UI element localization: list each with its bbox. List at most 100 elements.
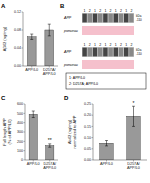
x-tick-label: APP/L0	[27, 162, 40, 166]
error-bar	[48, 144, 51, 147]
band	[108, 14, 112, 23]
lane-label: 1	[84, 9, 86, 13]
y-tick	[24, 150, 26, 151]
error-cap	[32, 117, 35, 118]
y-tick	[24, 113, 26, 114]
y-tick	[92, 148, 94, 149]
ponceau-label: ponceau	[63, 29, 78, 33]
bar	[46, 146, 54, 160]
x-axis-line	[25, 160, 58, 161]
y-tick-label: 0.15	[84, 125, 91, 129]
error-cap	[132, 106, 135, 107]
band	[124, 14, 128, 23]
legend-entry: 1: APP/L0	[69, 76, 85, 80]
x-tick-label: APP/L0	[25, 68, 38, 72]
error-line	[106, 141, 107, 146]
legend-box	[66, 73, 146, 89]
y-tick	[92, 137, 94, 138]
blot-section: 1212121212APPkDa-110ponceau	[63, 43, 142, 69]
error-line	[33, 111, 34, 118]
y-tick-label: 0.25	[84, 102, 91, 106]
lane-label: 1	[104, 43, 106, 47]
band	[93, 14, 97, 23]
y-axis-label: Full length APP(% of APP/L0)	[2, 118, 12, 146]
y-tick-label: 300	[17, 130, 23, 134]
lane-label: 2	[110, 9, 112, 13]
error-bar	[32, 111, 35, 118]
band	[124, 48, 128, 57]
band	[82, 48, 86, 57]
error-cap	[48, 147, 51, 148]
significance: **	[48, 137, 52, 143]
y-tick	[92, 160, 94, 161]
y-tick	[92, 126, 94, 127]
band	[103, 14, 107, 23]
lane-label: 1	[125, 43, 127, 47]
band	[108, 48, 112, 57]
text-line: APP/L0	[43, 72, 56, 76]
y-tick	[24, 160, 26, 161]
lane-label: 1	[94, 43, 96, 47]
error-bar	[132, 106, 135, 126]
y-tick	[24, 122, 26, 123]
lane-label: 1	[125, 9, 127, 13]
page: Figure html, body { margin: 0; padding: …	[0, 0, 150, 183]
y-tick-label: 600	[17, 102, 23, 106]
error-bar	[30, 34, 33, 39]
band	[103, 48, 107, 57]
legend: 1: APP/L0 2: D257A; APP/L0	[66, 73, 146, 89]
y-tick-label: 0.00	[84, 158, 91, 162]
text-line: -110	[136, 18, 142, 22]
y-tick-label: 0.00	[14, 64, 21, 68]
band	[93, 48, 97, 57]
blot-panel: B1212121212APPkDa-110ponceau1212121212AP…	[60, 3, 146, 89]
y-tick	[22, 30, 24, 31]
error-cap	[30, 39, 33, 40]
error-line	[133, 106, 134, 126]
ponceau-strip	[82, 60, 134, 69]
plot-area	[29, 111, 54, 160]
significance: *	[133, 100, 135, 106]
kda-label: kDa-110	[136, 48, 142, 55]
plot-area	[27, 24, 53, 66]
legend-entry: 2: D257A; APP/L0	[69, 82, 98, 86]
panel: A0.000.040.080.12APP/L0D257A/APP/L0Aβ42 …	[1, 3, 58, 76]
y-tick-label: 500	[17, 112, 23, 116]
text-line: APP/L0	[127, 166, 140, 170]
y-tick-label: 0.08	[14, 28, 21, 32]
lane-label: 2	[99, 43, 101, 47]
lane-label: 2	[130, 9, 132, 13]
bar	[27, 37, 36, 66]
y-axis-line	[93, 104, 94, 160]
band	[114, 48, 118, 57]
panel-label: B	[60, 3, 65, 9]
error-cap	[105, 145, 108, 146]
band-label: APP	[63, 50, 72, 54]
band	[119, 14, 123, 23]
y-axis-line	[25, 104, 26, 160]
band	[82, 14, 86, 23]
lane-label: 2	[130, 43, 132, 47]
band	[98, 14, 102, 23]
y-tick	[22, 12, 24, 13]
y-tick-label: 0.10	[84, 136, 91, 140]
bar	[100, 143, 114, 160]
figure: A0.000.040.080.12APP/L0D257A/APP/L0Aβ42 …	[0, 0, 150, 183]
y-axis-label: Aβ42 (ng/mg)	[2, 26, 7, 51]
band	[88, 48, 92, 57]
y-axis-line	[23, 12, 24, 66]
y-axis-label: Ab42 (ng/mg)normalized to APP	[67, 115, 77, 148]
lane-label: 2	[99, 9, 101, 13]
error-line	[49, 144, 50, 147]
lane-label: 1	[115, 43, 117, 47]
y-tick-label: 400	[17, 121, 23, 125]
band	[114, 14, 118, 23]
lane-label: 2	[89, 43, 91, 47]
x-axis-line	[93, 160, 147, 161]
y-tick	[22, 66, 24, 67]
y-tick-label: 0.05	[84, 147, 91, 151]
error-cap	[48, 143, 51, 144]
y-tick	[24, 132, 26, 133]
y-tick	[92, 115, 94, 116]
kda-label: kDa-110	[136, 14, 142, 21]
